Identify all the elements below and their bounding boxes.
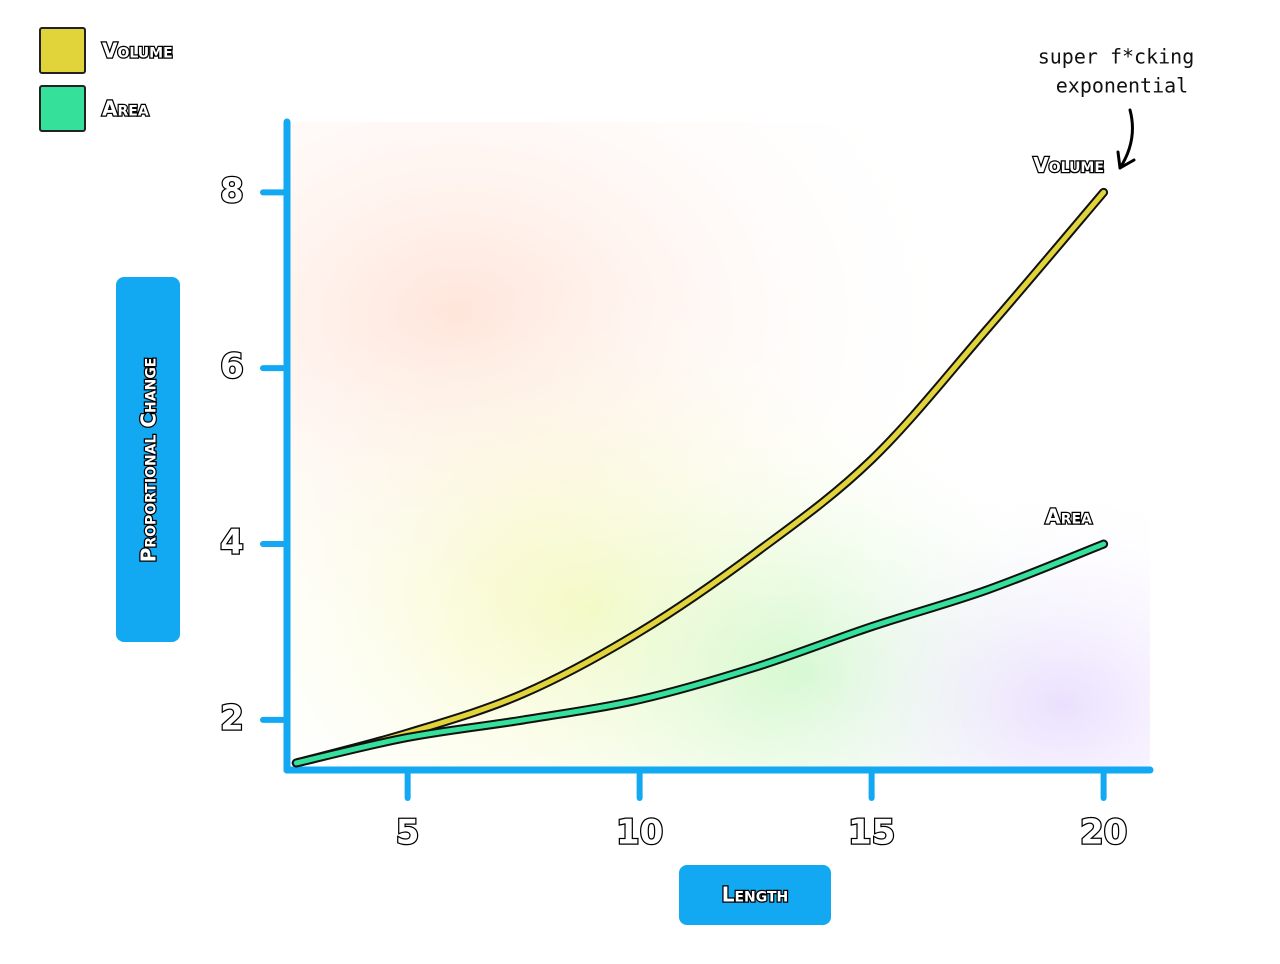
line [293,189,1107,766]
legend-label: Volume [102,39,173,63]
annotation: exponential [1056,74,1188,98]
annotation-arrow [1116,108,1136,170]
legend-swatch [39,27,86,74]
legend-label: Area [102,97,149,121]
x-axis-title: Length [722,883,789,907]
x-tick-label: 20 [1080,813,1127,853]
y-axis-title-box: Proportional Change [116,277,180,642]
x-tick-label: 15 [848,813,895,853]
legend-swatch [39,85,86,132]
x-tick-label: 10 [616,813,663,853]
x-tick-label: 5 [396,813,420,853]
y-tick-label: 6 [220,347,244,387]
line [293,541,1107,766]
background [287,122,1150,770]
line-label: Area [1045,505,1092,529]
y-tick-label: 8 [220,171,244,211]
y-axis-title: Proportional Change [137,358,161,563]
line-label: Volume [1033,153,1104,177]
y-tick-label: 4 [220,523,244,563]
x-axis-title-box: Length [679,865,831,925]
y-tick-label: 2 [220,698,244,738]
annotation: super f*cking [1038,45,1195,69]
